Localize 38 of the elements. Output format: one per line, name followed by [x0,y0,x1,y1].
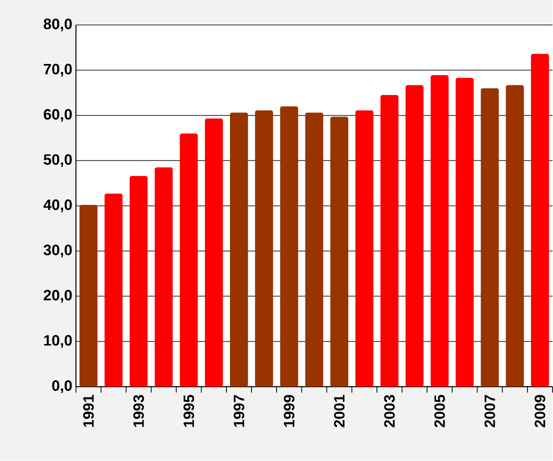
y-tick-label: 0,0 [52,380,72,394]
x-tick-label: 2009 [534,395,546,428]
bar [230,112,248,387]
x-tick-label: 2001 [334,395,345,428]
y-tick-label: 60,0 [44,109,72,122]
bar [255,110,274,387]
bar [104,194,123,387]
bar [204,118,223,387]
y-tick-label: 10,0 [44,335,72,348]
x-tick-label: 1991 [83,395,94,428]
y-tick-label: 70,0 [44,64,72,77]
bar [130,176,148,387]
x-tick-label: 1995 [184,395,194,428]
x-tick-label: 2005 [434,395,445,428]
bar [456,78,474,387]
bar [480,88,499,387]
bar [430,75,449,387]
bar [355,110,374,387]
bar [380,95,398,387]
bar [79,205,98,387]
x-tick-label: 1993 [133,395,144,428]
bar [530,54,549,387]
bar [330,116,348,387]
bar [280,106,298,387]
bar [180,134,198,387]
bar [305,112,324,387]
x-tick-label: 2007 [484,395,496,428]
bar [154,168,173,387]
y-tick-label: 20,0 [44,290,72,303]
y-tick-label: 30,0 [44,244,72,258]
y-tick-label: 40,0 [43,200,72,212]
bar [506,85,524,387]
x-tick-label: 1999 [284,395,294,428]
x-tick-label: 1997 [234,395,244,428]
x-tick-label: 2003 [384,395,395,428]
y-tick-label: 80,0 [44,18,72,32]
bar [406,85,424,387]
y-tick-label: 50,0 [44,154,72,168]
